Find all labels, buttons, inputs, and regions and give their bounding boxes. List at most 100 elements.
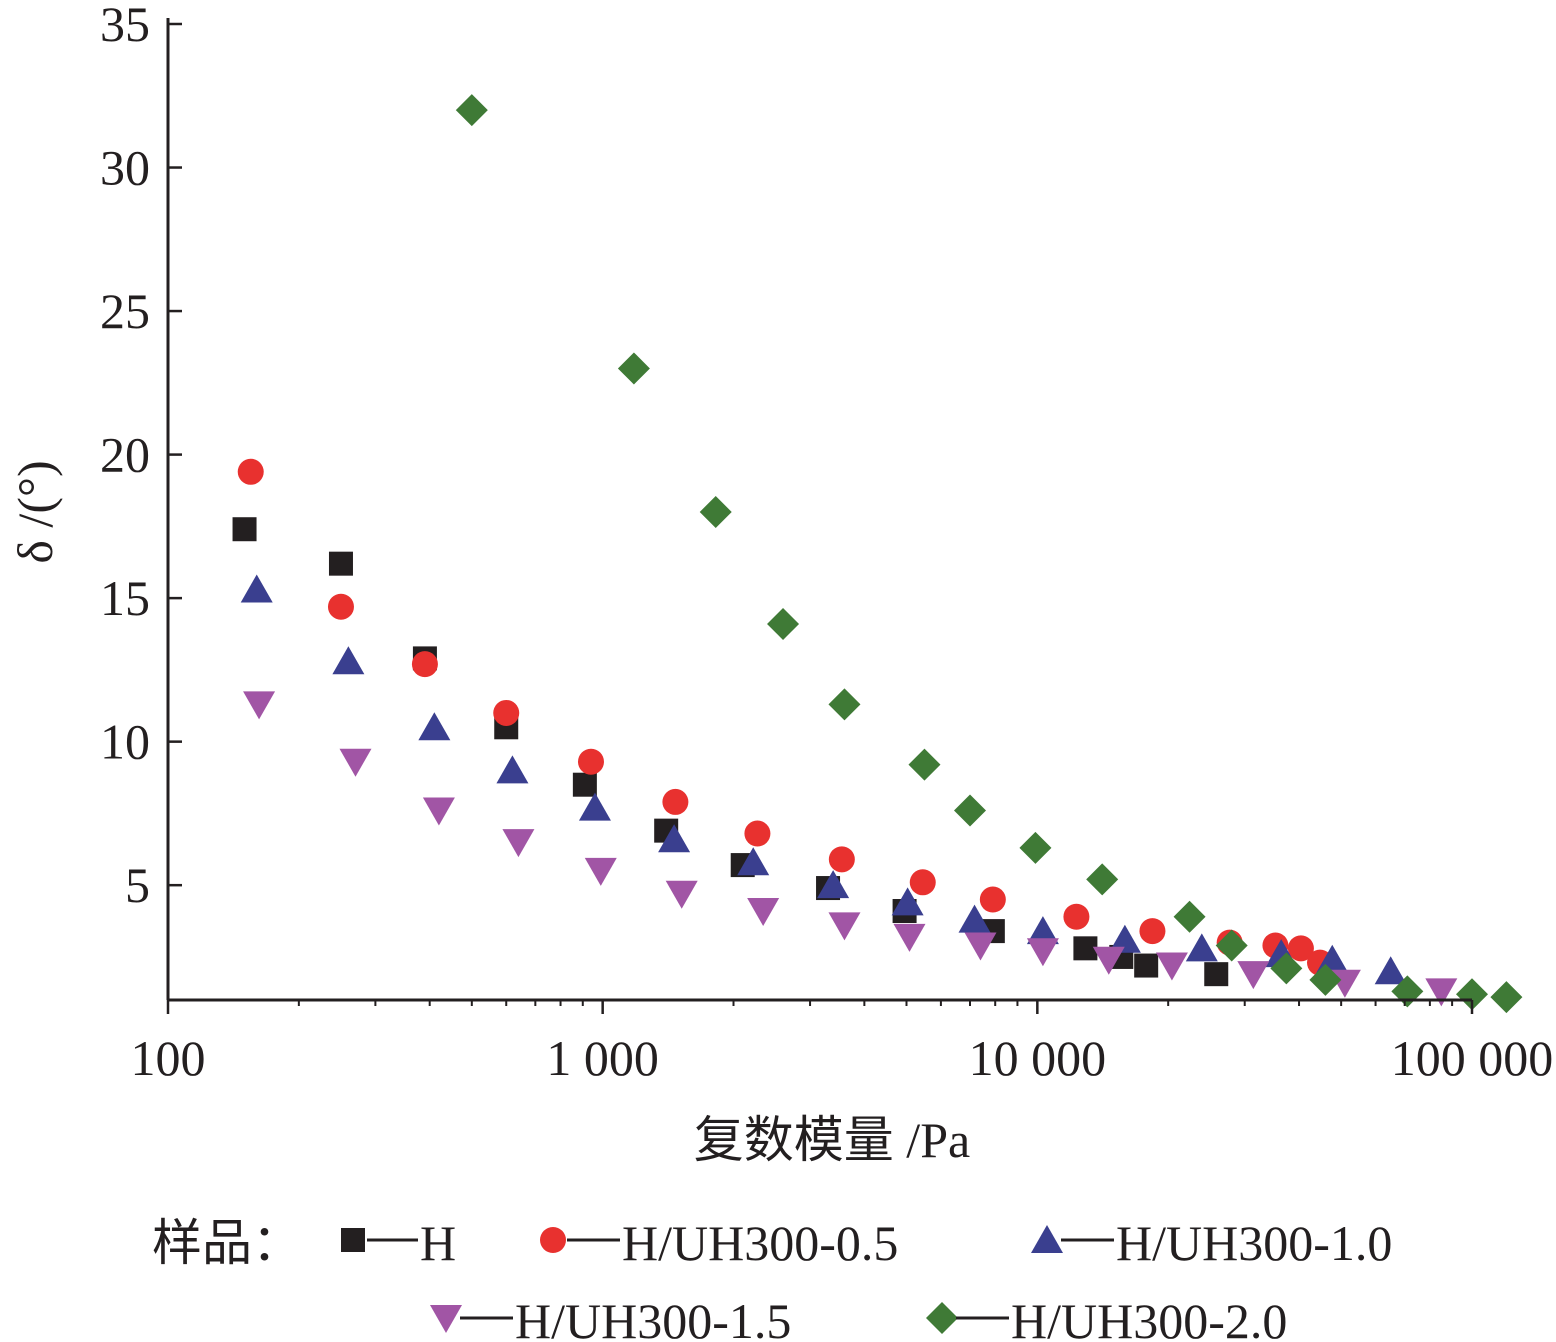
- data-point: [243, 691, 276, 720]
- data-point: [240, 574, 273, 603]
- data-point: [617, 352, 650, 385]
- legend-label: H/UH300-1.0: [1116, 1215, 1392, 1271]
- legend-item: H/UH300-0.5: [540, 1215, 898, 1271]
- legend-marker: [926, 1302, 958, 1334]
- data-point: [908, 748, 941, 781]
- data-point: [1173, 900, 1206, 933]
- x-tick-label: 100: [131, 1030, 206, 1086]
- legend-title: 样品：: [152, 1215, 302, 1271]
- data-point: [339, 748, 372, 777]
- data-point: [958, 904, 991, 933]
- data-point: [578, 792, 611, 821]
- data-point: [1073, 936, 1098, 961]
- data-point: [662, 788, 689, 815]
- data-point: [1237, 961, 1270, 990]
- legend-label: H: [420, 1215, 456, 1271]
- data-point: [496, 755, 529, 784]
- legend-item: H: [341, 1215, 456, 1271]
- data-point: [1086, 863, 1119, 896]
- y-tick-label: 5: [125, 857, 150, 913]
- data-point: [332, 646, 365, 675]
- data-point: [747, 898, 780, 927]
- data-point: [954, 794, 987, 827]
- data-point: [502, 829, 535, 858]
- series-4: [455, 94, 1523, 1014]
- data-point: [1309, 963, 1342, 996]
- axes: [166, 18, 1472, 1002]
- data-point: [665, 880, 698, 909]
- legend-marker: [430, 1305, 462, 1333]
- y-tick-label: 15: [100, 570, 150, 626]
- data-point: [1155, 952, 1188, 981]
- data-point: [1139, 918, 1166, 945]
- x-tick-label: 10 000: [969, 1030, 1107, 1086]
- data-point: [1456, 978, 1488, 1011]
- data-point: [1134, 953, 1159, 978]
- x-axis-title: 复数模量 /Pa: [694, 1112, 970, 1168]
- legend-marker: [341, 1228, 365, 1252]
- data-point: [909, 869, 936, 896]
- data-point: [328, 551, 353, 576]
- series-1: [237, 458, 1334, 976]
- data-point: [418, 712, 451, 741]
- data-point: [411, 651, 438, 678]
- data-point: [828, 688, 861, 721]
- y-axis-title: δ /(°): [7, 460, 63, 563]
- y-tick-label: 20: [100, 427, 150, 483]
- data-point: [1019, 831, 1052, 864]
- data-point: [737, 847, 770, 876]
- legend-item: H/UH300-1.0: [1031, 1215, 1392, 1271]
- data-point: [828, 912, 861, 941]
- y-tick-label: 25: [100, 283, 150, 339]
- data-point: [828, 846, 855, 873]
- data-point: [1026, 916, 1059, 945]
- y-tick-label: 10: [100, 714, 150, 770]
- plot-area: [232, 94, 1523, 1014]
- data-point: [1490, 981, 1523, 1014]
- data-point: [699, 496, 732, 528]
- x-axis-ticks: 100 1 000 10 000 100 000: [131, 1000, 1554, 1086]
- data-point: [493, 699, 520, 726]
- data-point: [237, 458, 264, 485]
- data-point: [577, 748, 604, 775]
- data-point: [327, 593, 354, 620]
- data-point: [1108, 924, 1141, 953]
- y-tick-label: 30: [100, 140, 150, 196]
- data-point: [572, 772, 597, 797]
- series-2: [240, 574, 1407, 985]
- data-point: [422, 797, 455, 826]
- legend-marker: [540, 1227, 566, 1253]
- data-point: [1215, 929, 1248, 962]
- data-point: [584, 857, 617, 886]
- data-point: [232, 517, 257, 542]
- data-point: [1092, 946, 1125, 975]
- x-tick-label: 100 000: [1391, 1030, 1554, 1086]
- y-axis-ticks: 5 10 15 20 25 30 35: [100, 0, 182, 913]
- data-point: [1185, 933, 1218, 962]
- legend: 样品： H H/UH300-0.5 H/UH300-1.0 H/UH300-1.5 H/…: [152, 1215, 1392, 1342]
- data-point: [744, 820, 771, 847]
- series-3: [243, 691, 1458, 1007]
- data-point: [1270, 952, 1303, 985]
- data-point: [455, 94, 488, 127]
- x-tick-label: 1 000: [546, 1030, 659, 1086]
- y-tick-label: 35: [100, 0, 150, 52]
- data-point: [979, 886, 1006, 913]
- legend-label: H/UH300-1.5: [515, 1293, 791, 1342]
- legend-item: H/UH300-2.0: [926, 1293, 1287, 1342]
- data-point: [1063, 903, 1090, 930]
- data-point: [891, 887, 924, 916]
- data-point: [1425, 978, 1458, 1007]
- legend-label: H/UH300-0.5: [622, 1215, 898, 1271]
- data-point: [964, 932, 997, 961]
- data-point: [893, 923, 926, 952]
- data-point: [1287, 935, 1314, 962]
- legend-label: H/UH300-2.0: [1011, 1293, 1287, 1342]
- data-point: [658, 824, 691, 853]
- data-point: [817, 870, 850, 899]
- data-point: [1374, 956, 1407, 985]
- data-point: [767, 607, 800, 640]
- legend-marker: [1031, 1225, 1063, 1253]
- data-point: [1204, 962, 1229, 987]
